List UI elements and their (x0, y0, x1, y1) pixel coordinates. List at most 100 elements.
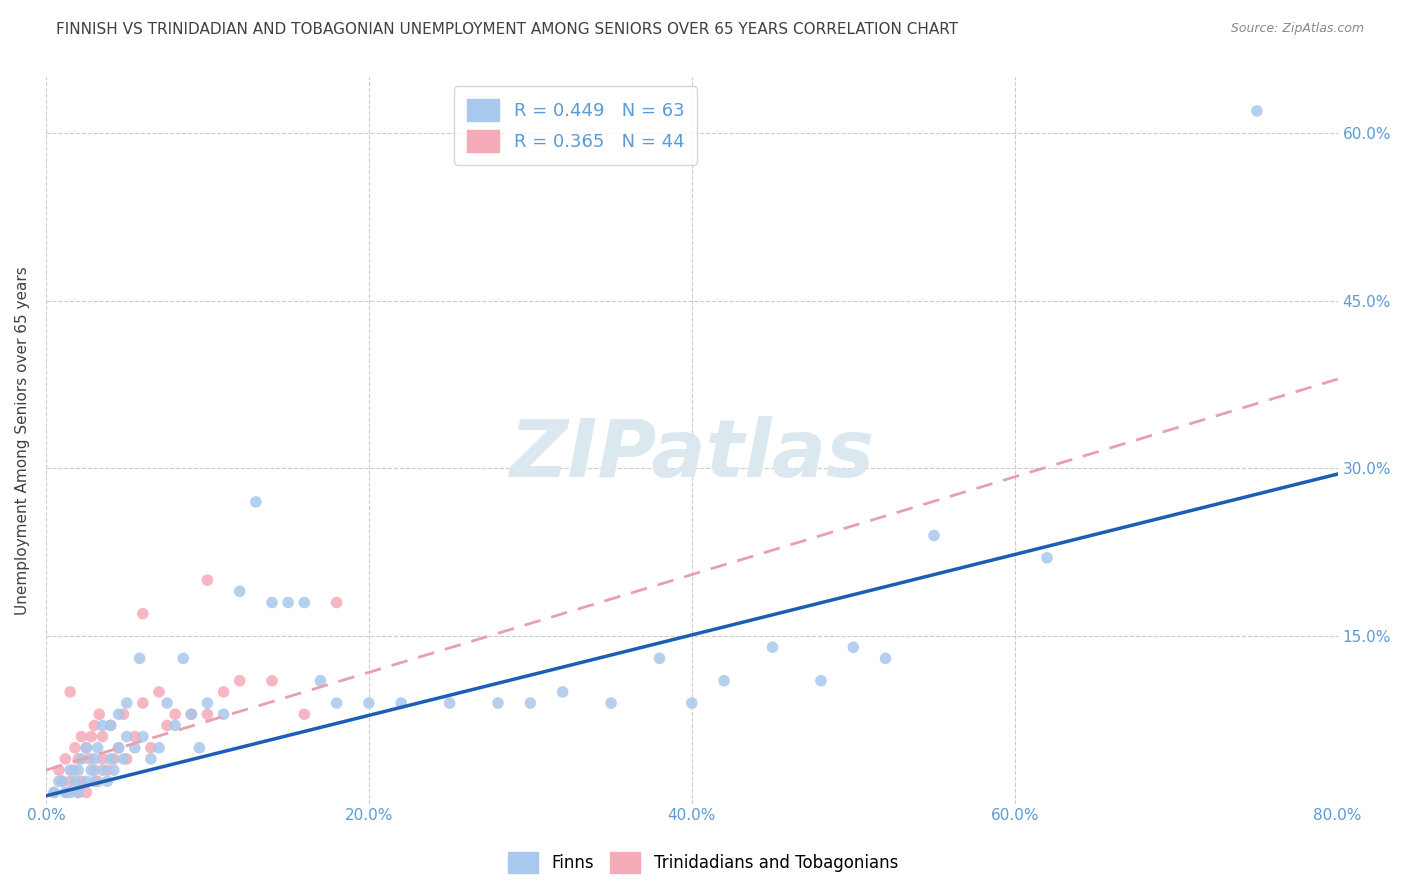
Point (212, 707, 235, 722)
Point (42, 785, 65, 799)
Point (70, 752, 93, 766)
Point (115, 696, 138, 710)
Point (63, 740, 86, 755)
Point (96, 774, 118, 789)
Point (292, 707, 315, 722)
Point (172, 651, 194, 665)
Point (551, 685, 574, 699)
Text: FINNISH VS TRINIDADIAN AND TOBAGONIAN UNEMPLOYMENT AMONG SENIORS OVER 65 YEARS C: FINNISH VS TRINIDADIAN AND TOBAGONIAN UN… (56, 22, 959, 37)
Point (59, 763, 82, 777)
Point (648, 651, 671, 665)
Point (132, 607, 155, 621)
Point (156, 718, 179, 732)
Text: ZIPatlas: ZIPatlas (509, 416, 875, 494)
Point (180, 707, 202, 722)
Point (103, 752, 125, 766)
Point (519, 696, 541, 710)
Point (1036, 550, 1059, 565)
Point (103, 763, 125, 777)
Point (83, 718, 105, 732)
Point (115, 730, 138, 744)
Point (212, 685, 235, 699)
Point (75, 740, 97, 755)
Point (59, 785, 82, 799)
Point (80, 763, 103, 777)
Point (91, 718, 114, 732)
Point (112, 752, 135, 766)
Point (75, 785, 97, 799)
Point (228, 584, 250, 599)
Point (260, 673, 283, 688)
Y-axis label: Unemployment Among Seniors over 65 years: Unemployment Among Seniors over 65 years (15, 266, 30, 615)
Point (325, 696, 347, 710)
Point (439, 696, 461, 710)
Point (156, 696, 179, 710)
Point (292, 595, 315, 609)
Point (277, 595, 299, 609)
Point (100, 718, 122, 732)
Point (67, 785, 90, 799)
Legend: Finns, Trinidadians and Tobagonians: Finns, Trinidadians and Tobagonians (501, 846, 905, 880)
Point (62, 763, 84, 777)
Point (124, 730, 146, 744)
Point (165, 707, 187, 722)
Point (128, 651, 150, 665)
Point (79, 752, 101, 766)
Point (89, 707, 111, 722)
Point (48, 774, 70, 789)
Point (83, 763, 105, 777)
Point (124, 740, 146, 755)
Point (51, 774, 73, 789)
Point (922, 528, 945, 542)
Point (107, 707, 129, 722)
Point (80, 730, 103, 744)
Point (197, 696, 219, 710)
Point (48, 763, 70, 777)
Point (70, 730, 93, 744)
Point (86, 774, 108, 789)
Point (67, 752, 90, 766)
Point (107, 740, 129, 755)
Point (600, 696, 623, 710)
Point (91, 752, 114, 766)
Point (713, 673, 735, 688)
Point (180, 707, 202, 722)
Point (148, 685, 170, 699)
Point (56, 785, 79, 799)
Point (139, 752, 162, 766)
Point (875, 651, 897, 665)
Point (325, 595, 347, 609)
Point (91, 763, 114, 777)
Point (100, 718, 122, 732)
Point (53, 785, 76, 799)
Point (309, 673, 332, 688)
Point (115, 752, 138, 766)
Point (148, 740, 170, 755)
Point (112, 707, 135, 722)
Point (83, 752, 105, 766)
Point (357, 696, 380, 710)
Point (63, 774, 86, 789)
Point (245, 495, 267, 509)
Point (228, 673, 250, 688)
Point (260, 595, 283, 609)
Point (197, 573, 219, 587)
Legend: R = 0.449   N = 63, R = 0.365   N = 44: R = 0.449 N = 63, R = 0.365 N = 44 (454, 87, 697, 165)
Point (86, 740, 108, 755)
Point (51, 774, 73, 789)
Point (59, 774, 82, 789)
Point (107, 740, 129, 755)
Point (486, 696, 509, 710)
Point (67, 785, 90, 799)
Point (1246, 103, 1268, 118)
Point (70, 774, 93, 789)
Point (197, 707, 219, 722)
Point (75, 774, 97, 789)
Point (96, 763, 118, 777)
Point (132, 696, 155, 710)
Point (100, 752, 122, 766)
Point (59, 685, 82, 699)
Point (842, 640, 865, 655)
Point (681, 696, 703, 710)
Point (165, 718, 187, 732)
